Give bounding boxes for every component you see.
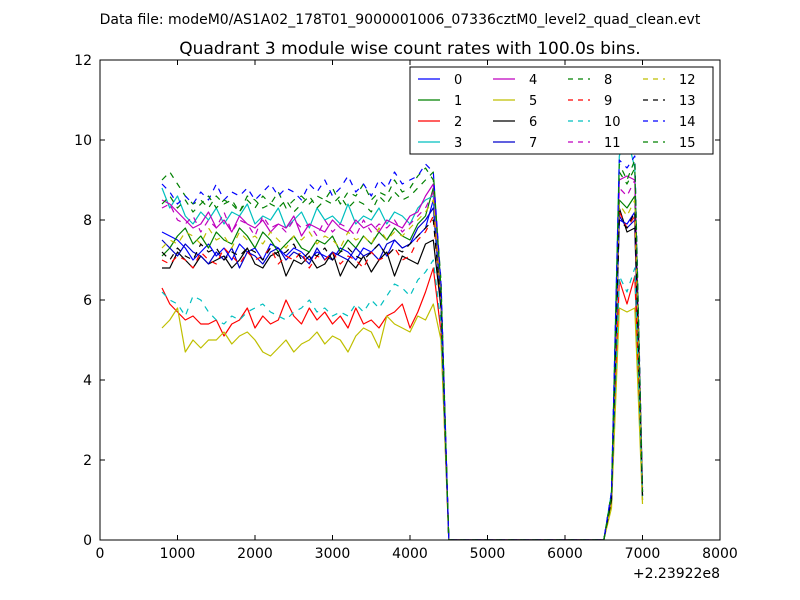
x-tick-label: 8000 <box>702 546 738 562</box>
series-line-11 <box>161 179 644 540</box>
x-tick-label: 0 <box>96 546 105 562</box>
series-line-6 <box>162 207 644 540</box>
legend-label-2: 2 <box>454 115 462 130</box>
legend-label-7: 7 <box>529 136 537 151</box>
series-line-14 <box>161 155 644 540</box>
y-tick-label: 10 <box>74 133 92 149</box>
y-tick-label: 6 <box>83 293 92 309</box>
legend-label-14: 14 <box>679 115 696 130</box>
series-line-2 <box>161 267 644 540</box>
series-line-15 <box>161 159 644 540</box>
axis-ticks: 0 1000 2000 3000 4000 5000 6000 7000 80000246810… <box>74 53 738 562</box>
legend-label-9: 9 <box>604 94 612 109</box>
legend-label-15: 15 <box>679 136 696 151</box>
legend-label-12: 12 <box>679 73 696 88</box>
legend-label-3: 3 <box>454 136 462 151</box>
y-tick-label: 12 <box>74 53 92 69</box>
series-line-13 <box>161 211 644 540</box>
x-tick-label: 3000 <box>315 546 351 562</box>
data-file-suptitle: Data file: modeM0/AS1A02_178T01_90000010… <box>100 12 701 28</box>
chart-title: Quadrant 3 module wise count rates with … <box>179 39 640 59</box>
legend-label-0: 0 <box>454 73 462 88</box>
series-line-5 <box>161 303 644 540</box>
legend-label-13: 13 <box>679 94 696 109</box>
legend-label-11: 11 <box>604 136 621 151</box>
series-line-7 <box>161 207 644 540</box>
legend-label-10: 10 <box>604 115 621 130</box>
legend-label-5: 5 <box>529 94 537 109</box>
y-tick-label: 4 <box>83 373 92 389</box>
series-line-10 <box>161 259 644 540</box>
x-tick-label: 1000 <box>160 546 196 562</box>
plot-area <box>161 135 644 540</box>
legend-label-8: 8 <box>604 73 612 88</box>
legend-label-4: 4 <box>529 73 537 88</box>
series-line-1 <box>161 187 644 540</box>
series-line-9 <box>161 211 644 540</box>
legend-box <box>409 66 714 155</box>
legend-label-6: 6 <box>529 115 537 130</box>
y-tick-label: 8 <box>83 213 92 229</box>
x-tick-label: 6000 <box>547 546 583 562</box>
series-line-4 <box>161 175 644 540</box>
series-line-0 <box>161 199 644 540</box>
x-tick-label: 5000 <box>470 546 506 562</box>
y-tick-label: 2 <box>83 453 92 469</box>
legend-label-1: 1 <box>454 94 462 109</box>
series-line-3 <box>161 135 644 540</box>
x-axis-offset-label: +2.23922e8 <box>633 566 720 582</box>
series-line-8 <box>161 167 644 540</box>
x-tick-label: 2000 <box>237 546 273 562</box>
x-tick-label: 7000 <box>625 546 661 562</box>
y-tick-label: 0 <box>83 533 92 549</box>
x-tick-label: 4000 <box>392 546 428 562</box>
series-line-12 <box>161 199 644 540</box>
